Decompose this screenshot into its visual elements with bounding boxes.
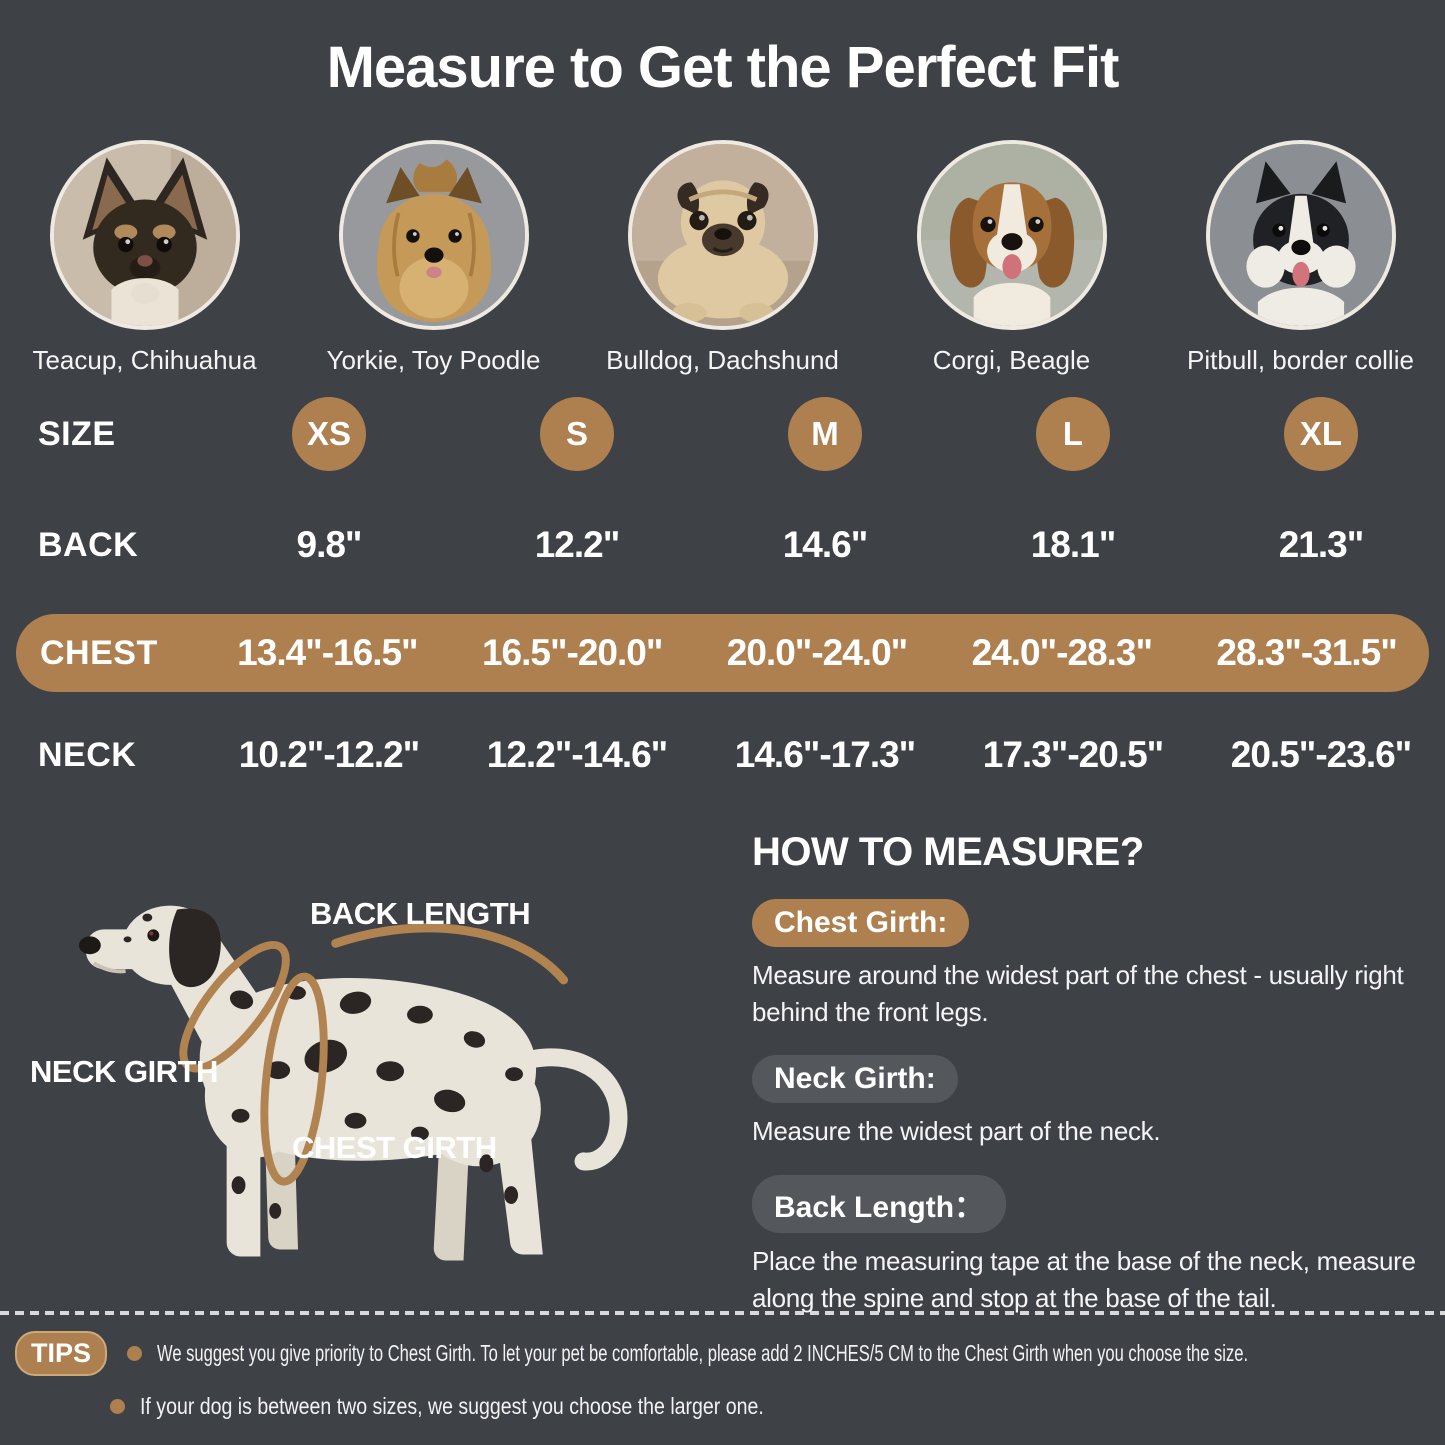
neck-value-l: 17.3"-20.5" xyxy=(982,734,1164,775)
pug-dog-icon xyxy=(631,144,814,326)
chest-value-xs: 13.4"-16.5" xyxy=(237,632,418,673)
size-badge-l: L xyxy=(1036,397,1110,471)
dalmatian-illustration xyxy=(78,905,628,1261)
neck-girth-text: Measure the widest part of the neck. xyxy=(752,1116,1161,1147)
breed-column-chihuahua: Teacup, Chihuahua xyxy=(0,140,289,376)
tip-text-1: We suggest you give priority to Chest Gi… xyxy=(157,1340,1249,1366)
back-row: BACK 9.8" 12.2" 14.6" 18.1" 21.3" xyxy=(0,508,1445,582)
breed-column-beagle: Corgi, Beagle xyxy=(867,140,1156,376)
breed-photo-border-collie xyxy=(1205,140,1396,330)
back-value-s: 12.2" xyxy=(534,524,621,565)
breed-photo-pug xyxy=(627,140,818,330)
breed-column-pug: Bulldog, Dachshund xyxy=(578,140,867,376)
chest-value-s: 16.5"-20.0" xyxy=(481,632,663,673)
chest-value-xl: 28.3"-31.5" xyxy=(1216,632,1397,673)
dashed-divider xyxy=(0,1311,1445,1315)
chest-value-l: 24.0"-28.3" xyxy=(971,632,1153,673)
border-collie-dog-icon xyxy=(1209,144,1392,326)
neck-value-xl: 20.5"-23.6" xyxy=(1230,734,1412,775)
breed-label: Corgi, Beagle xyxy=(932,345,1091,375)
back-value-l: 18.1" xyxy=(1030,524,1117,565)
back-length-text: Place the measuring tape at the base of … xyxy=(752,1245,1416,1313)
size-badge-m: M xyxy=(788,397,862,471)
breed-column-yorkie: Yorkie, Toy Poodle xyxy=(289,140,578,376)
neck-row-label: NECK xyxy=(38,735,137,774)
neck-girth-item: Neck Girth: Measure the widest part of t… xyxy=(752,1055,1436,1150)
breed-label: Teacup, Chihuahua xyxy=(32,345,257,375)
how-to-measure-section: HOW TO MEASURE? Chest Girth: Measure aro… xyxy=(752,830,1436,1317)
chest-row-highlight: CHEST 13.4"-16.5" 16.5"-20.0" 20.0"-24.0… xyxy=(16,614,1429,692)
back-value-m: 14.6" xyxy=(782,524,869,565)
neck-row: NECK 10.2"-12.2" 12.2"-14.6" 14.6"-17.3"… xyxy=(0,718,1445,792)
breed-label: Yorkie, Toy Poodle xyxy=(326,345,541,375)
neck-value-xs: 10.2"-12.2" xyxy=(238,734,420,775)
how-to-measure-heading: HOW TO MEASURE? xyxy=(752,830,1144,874)
chest-value-m: 20.0"-24.0" xyxy=(726,632,908,673)
breed-photo-chihuahua xyxy=(49,140,240,330)
breed-column-border-collie: Pitbull, border collie xyxy=(1156,140,1445,376)
measurement-diagram: BACK LENGTH NECK GIRTH CHEST GIRTH xyxy=(0,830,735,1318)
size-row-label: SIZE xyxy=(38,414,116,453)
breed-photo-beagle xyxy=(916,140,1107,330)
chest-girth-label: CHEST GIRTH xyxy=(292,1130,497,1165)
neck-girth-badge: Neck Girth: xyxy=(752,1055,958,1104)
chihuahua-dog-icon xyxy=(53,144,236,326)
breed-label: Bulldog, Dachshund xyxy=(606,345,839,375)
chest-girth-item: Chest Girth: Measure around the widest p… xyxy=(752,899,1436,1031)
tips-badge: TIPS xyxy=(15,1331,108,1376)
size-badge-xs: XS xyxy=(292,397,366,471)
tip-row-2: If your dog is between two sizes, we sug… xyxy=(110,1393,1445,1420)
bullet-icon xyxy=(127,1346,143,1361)
bullet-icon xyxy=(110,1399,125,1414)
page-title: Measure to Get the Perfect Fit xyxy=(326,35,1120,100)
chest-row-label: CHEST xyxy=(40,633,158,672)
size-badge-xl: XL xyxy=(1284,397,1358,471)
back-length-item: Back Length： Place the measuring tape at… xyxy=(752,1174,1436,1317)
breed-label: Pitbull, border collie xyxy=(1187,345,1414,375)
breed-photo-row: Teacup, Chihuahua xyxy=(0,140,1445,376)
breed-photo-yorkie xyxy=(338,140,529,330)
back-value-xl: 21.3" xyxy=(1278,524,1365,565)
size-row: SIZE XS S M L XL xyxy=(0,396,1445,472)
back-length-label: BACK LENGTH xyxy=(310,896,531,931)
tips-section: TIPS We suggest you give priority to Che… xyxy=(15,1331,1445,1437)
neck-value-m: 14.6"-17.3" xyxy=(734,734,916,775)
neck-value-s: 12.2"-14.6" xyxy=(486,734,668,775)
back-length-badge: Back Length： xyxy=(752,1174,1007,1233)
tip-row-1: TIPS We suggest you give priority to Che… xyxy=(15,1331,1445,1376)
chest-girth-badge: Chest Girth: xyxy=(752,899,970,947)
size-badge-s: S xyxy=(540,397,614,471)
yorkie-dog-icon xyxy=(342,144,525,326)
chest-girth-text: Measure around the widest part of the ch… xyxy=(752,960,1404,1028)
tip-text-2: If your dog is between two sizes, we sug… xyxy=(140,1393,764,1419)
back-row-label: BACK xyxy=(38,525,139,564)
neck-girth-label: NECK GIRTH xyxy=(30,1054,218,1089)
back-value-xs: 9.8" xyxy=(296,524,363,565)
beagle-dog-icon xyxy=(920,144,1103,326)
